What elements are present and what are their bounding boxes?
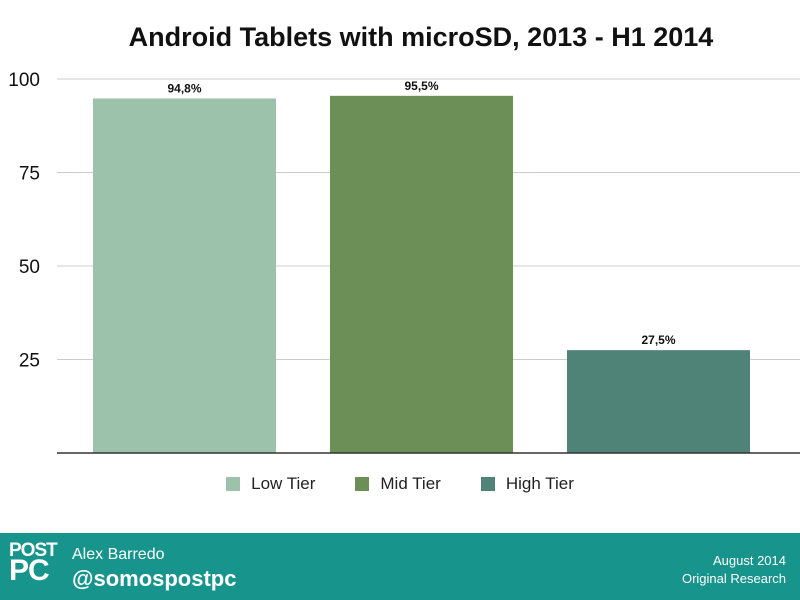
y-tick-label: 25 xyxy=(19,351,40,372)
bar xyxy=(93,98,276,453)
footer-banner: POST PC Alex Barredo @somospostpc August… xyxy=(0,533,800,600)
y-tick-label: 50 xyxy=(19,257,40,278)
bar-value-label: 27,5% xyxy=(641,333,675,347)
publication-info: August 2014 Original Research xyxy=(682,552,786,588)
chart-title: Android Tablets with microSD, 2013 - H1 … xyxy=(128,22,714,52)
bar-chart: 100 75 50 25 94,8% 95,5% 27,5% xyxy=(8,70,800,454)
legend-item-high-tier: High Tier xyxy=(480,474,574,494)
publication-date: August 2014 xyxy=(712,553,786,568)
bar xyxy=(567,350,750,453)
y-tick-label: 75 xyxy=(19,164,40,185)
legend-swatch-mid-tier xyxy=(355,477,370,491)
y-tick-label: 100 xyxy=(8,70,40,91)
bar-value-label: 95,5% xyxy=(404,79,438,93)
legend-swatch-low-tier xyxy=(226,477,241,491)
bar xyxy=(330,95,513,453)
research-note: Original Research xyxy=(681,571,786,586)
bar-value-label: 94,8% xyxy=(167,81,201,95)
author-name: Alex Barredo xyxy=(72,546,165,563)
logo-line-pc: PC xyxy=(9,553,50,587)
legend-label-high-tier: High Tier xyxy=(505,474,574,493)
logo-line-post: POST xyxy=(9,540,58,561)
legend-label-low-tier: Low Tier xyxy=(251,474,316,493)
chart-legend: Low Tier Mid Tier High Tier xyxy=(0,474,800,494)
legend-item-low-tier: Low Tier xyxy=(226,474,315,494)
legend-swatch-high-tier xyxy=(480,477,495,491)
twitter-handle: @somospostpc xyxy=(72,566,237,591)
legend-item-mid-tier: Mid Tier xyxy=(355,474,441,494)
postpc-logo: POST PC xyxy=(9,540,59,587)
legend-label-mid-tier: Mid Tier xyxy=(380,474,441,493)
